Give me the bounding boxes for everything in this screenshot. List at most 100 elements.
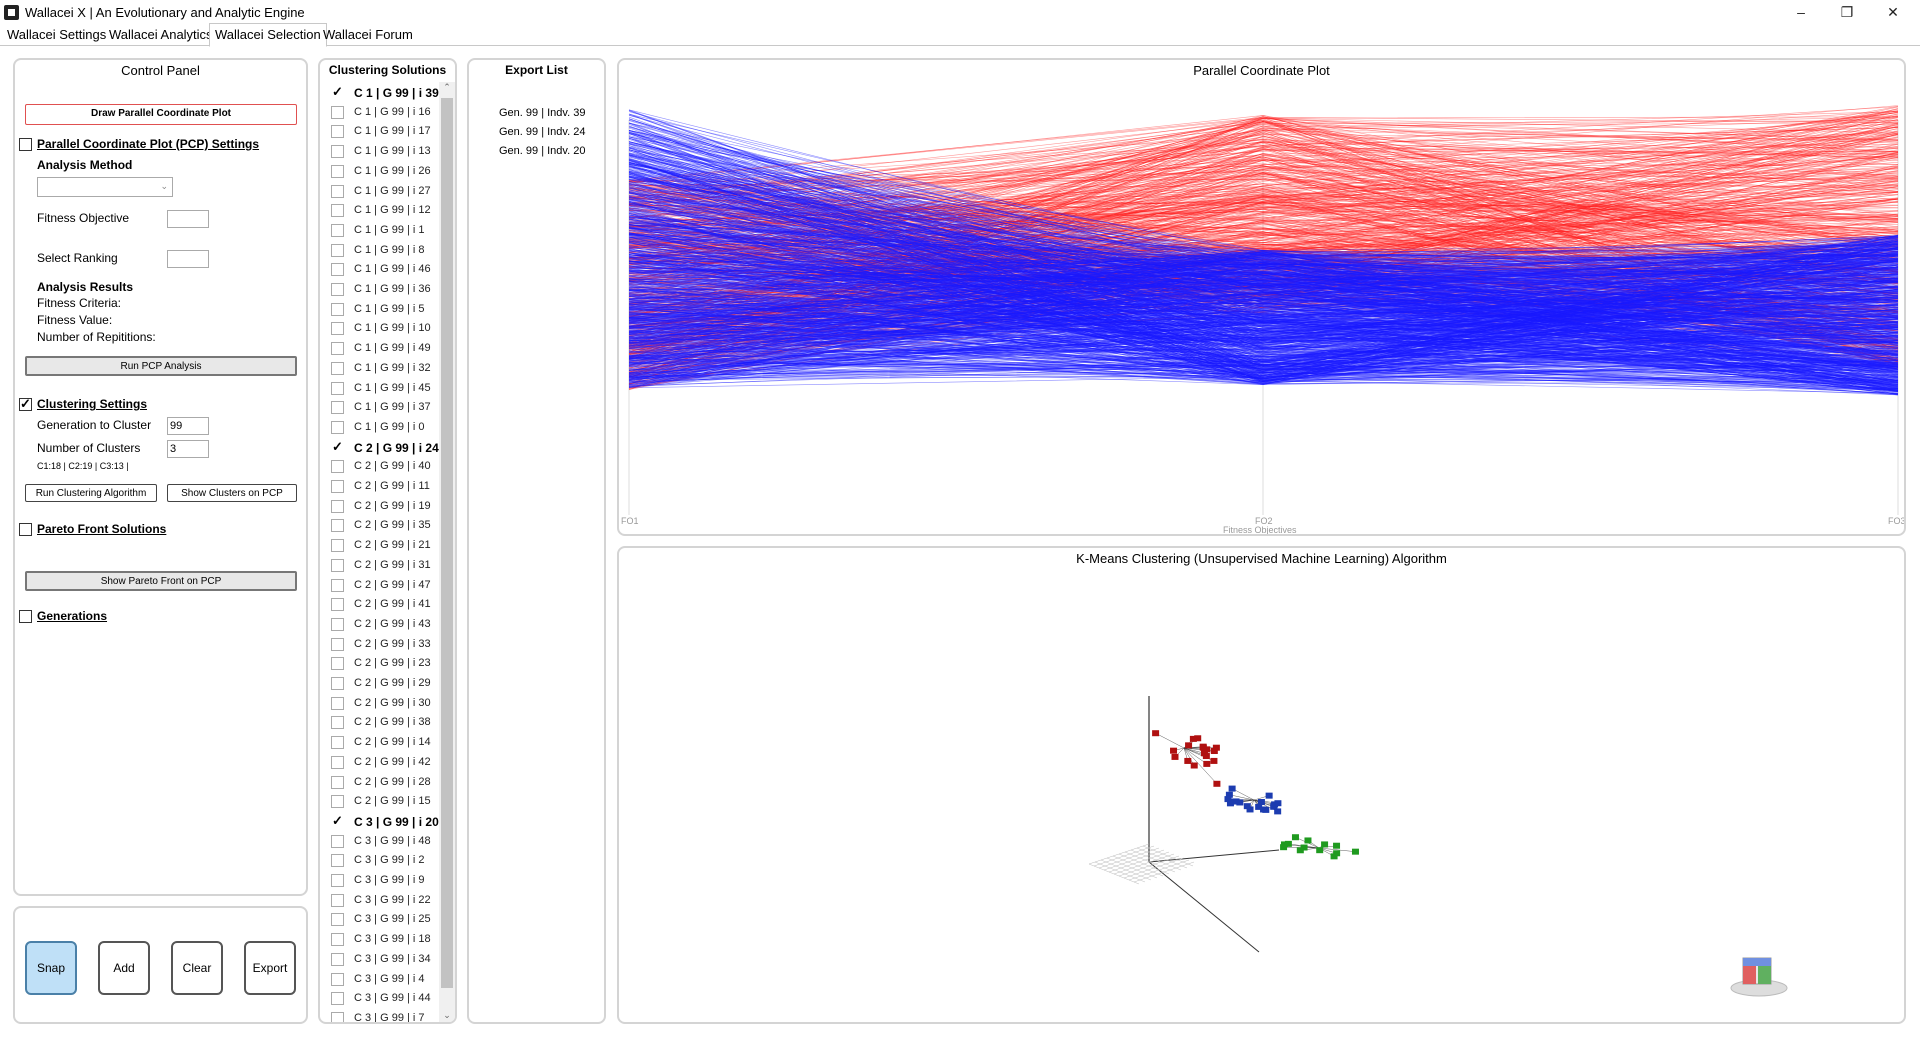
solution-item[interactable]: C 1 | G 99 | i 17 bbox=[324, 123, 452, 143]
draw-pcp-button[interactable]: Draw Parallel Coordinate Plot bbox=[25, 104, 297, 125]
pcp-settings-checkbox[interactable] bbox=[19, 138, 32, 151]
export-button[interactable]: Export bbox=[244, 941, 296, 995]
analysis-method-select[interactable]: ⌄ bbox=[37, 177, 173, 197]
solution-checkbox[interactable] bbox=[331, 795, 344, 809]
solution-item[interactable]: C 2 | G 99 | i 24 bbox=[324, 439, 452, 459]
solution-checkbox[interactable] bbox=[331, 1011, 344, 1022]
solution-item[interactable]: C 1 | G 99 | i 36 bbox=[324, 281, 452, 301]
solution-item[interactable]: C 1 | G 99 | i 12 bbox=[324, 202, 452, 222]
solution-item[interactable]: C 3 | G 99 | i 4 bbox=[324, 971, 452, 991]
solution-checkbox[interactable] bbox=[331, 775, 344, 789]
number-of-clusters-input[interactable]: 3 bbox=[167, 440, 209, 458]
solution-item[interactable]: C 2 | G 99 | i 43 bbox=[324, 616, 452, 636]
show-pareto-button[interactable]: Show Pareto Front on PCP bbox=[25, 571, 297, 591]
solution-item[interactable]: C 3 | G 99 | i 18 bbox=[324, 931, 452, 951]
solution-checkbox[interactable] bbox=[331, 164, 344, 178]
tab-wallacei-forum[interactable]: Wallacei Forum bbox=[323, 27, 413, 42]
solution-item[interactable]: C 1 | G 99 | i 32 bbox=[324, 360, 452, 380]
solution-checkbox[interactable] bbox=[331, 420, 344, 434]
snap-button[interactable]: Snap bbox=[25, 941, 77, 995]
solution-checkbox[interactable] bbox=[331, 381, 344, 395]
solution-item[interactable]: C 3 | G 99 | i 44 bbox=[324, 990, 452, 1010]
solution-item[interactable]: C 1 | G 99 | i 5 bbox=[324, 301, 452, 321]
solution-checkbox[interactable] bbox=[331, 184, 344, 198]
solution-checkbox[interactable] bbox=[331, 755, 344, 769]
solution-checkbox[interactable] bbox=[331, 204, 344, 218]
export-item[interactable]: Gen. 99 | Indv. 20 bbox=[499, 145, 586, 157]
solution-item[interactable]: C 2 | G 99 | i 38 bbox=[324, 714, 452, 734]
solution-item[interactable]: C 2 | G 99 | i 21 bbox=[324, 537, 452, 557]
solution-item[interactable]: C 1 | G 99 | i 49 bbox=[324, 340, 452, 360]
minimize-icon[interactable]: – bbox=[1797, 4, 1805, 20]
solution-checkbox[interactable] bbox=[331, 558, 344, 572]
solution-checkbox[interactable] bbox=[331, 813, 344, 829]
scrollbar-thumb[interactable] bbox=[441, 98, 453, 988]
solution-checkbox[interactable] bbox=[331, 854, 344, 868]
solution-checkbox[interactable] bbox=[331, 716, 344, 730]
generations-checkbox[interactable] bbox=[19, 610, 32, 623]
solution-item[interactable]: C 2 | G 99 | i 14 bbox=[324, 734, 452, 754]
pcp-chart[interactable]: FO1 FO2 FO3 Fitness Objectives bbox=[619, 60, 1904, 534]
solution-checkbox[interactable] bbox=[331, 499, 344, 513]
solution-checkbox[interactable] bbox=[331, 145, 344, 159]
solution-item[interactable]: C 3 | G 99 | i 2 bbox=[324, 852, 452, 872]
solution-checkbox[interactable] bbox=[331, 223, 344, 237]
solution-checkbox[interactable] bbox=[331, 578, 344, 592]
restore-icon[interactable]: ❐ bbox=[1840, 3, 1854, 20]
solution-checkbox[interactable] bbox=[331, 637, 344, 651]
solution-item[interactable]: C 2 | G 99 | i 47 bbox=[324, 577, 452, 597]
tab-wallacei-analytics[interactable]: Wallacei Analytics bbox=[109, 27, 213, 42]
solution-item[interactable]: C 2 | G 99 | i 31 bbox=[324, 557, 452, 577]
close-icon[interactable]: ✕ bbox=[1887, 3, 1899, 20]
solution-item[interactable]: C 2 | G 99 | i 15 bbox=[324, 793, 452, 813]
solution-checkbox[interactable] bbox=[331, 302, 344, 316]
tab-wallacei-selection[interactable]: Wallacei Selection bbox=[209, 23, 327, 47]
scroll-up-icon[interactable]: ⌃ bbox=[443, 82, 451, 92]
solution-item[interactable]: C 1 | G 99 | i 39 bbox=[324, 84, 452, 104]
navigation-cube-icon[interactable] bbox=[1730, 957, 1788, 997]
run-clustering-button[interactable]: Run Clustering Algorithm bbox=[25, 484, 157, 502]
solution-item[interactable]: C 1 | G 99 | i 16 bbox=[324, 104, 452, 124]
clear-button[interactable]: Clear bbox=[171, 941, 223, 995]
select-ranking-input[interactable] bbox=[167, 250, 209, 268]
solution-checkbox[interactable] bbox=[331, 677, 344, 690]
solution-item[interactable]: C 1 | G 99 | i 0 bbox=[324, 419, 452, 439]
run-pcp-analysis-button[interactable]: Run PCP Analysis bbox=[25, 356, 297, 376]
solution-checkbox[interactable] bbox=[331, 657, 344, 671]
solution-item[interactable]: C 1 | G 99 | i 8 bbox=[324, 242, 452, 262]
solution-checkbox[interactable] bbox=[331, 952, 344, 966]
solution-item[interactable]: C 3 | G 99 | i 22 bbox=[324, 892, 452, 912]
kmeans-3d-view[interactable] bbox=[619, 548, 1904, 1022]
solution-checkbox[interactable] bbox=[331, 913, 344, 927]
solution-checkbox[interactable] bbox=[331, 736, 344, 750]
solution-checkbox[interactable] bbox=[331, 283, 344, 296]
solution-checkbox[interactable] bbox=[331, 539, 344, 553]
solution-item[interactable]: C 1 | G 99 | i 13 bbox=[324, 143, 452, 163]
solution-checkbox[interactable] bbox=[331, 342, 344, 356]
solution-checkbox[interactable] bbox=[331, 972, 344, 986]
scroll-down-icon[interactable]: ⌄ bbox=[443, 1010, 451, 1020]
solution-item[interactable]: C 3 | G 99 | i 9 bbox=[324, 872, 452, 892]
solution-item[interactable]: C 1 | G 99 | i 10 bbox=[324, 320, 452, 340]
solution-checkbox[interactable] bbox=[331, 361, 344, 375]
solution-item[interactable]: C 1 | G 99 | i 26 bbox=[324, 163, 452, 183]
fitness-objective-input[interactable] bbox=[167, 210, 209, 228]
export-item[interactable]: Gen. 99 | Indv. 39 bbox=[499, 107, 586, 119]
solution-item[interactable]: C 3 | G 99 | i 34 bbox=[324, 951, 452, 971]
solution-checkbox[interactable] bbox=[331, 105, 344, 119]
solution-checkbox[interactable] bbox=[331, 696, 344, 710]
solution-checkbox[interactable] bbox=[331, 439, 344, 455]
solution-item[interactable]: C 3 | G 99 | i 7 bbox=[324, 1010, 452, 1022]
pareto-front-checkbox[interactable] bbox=[19, 523, 32, 536]
clustering-settings-checkbox[interactable] bbox=[19, 396, 32, 412]
solution-item[interactable]: C 1 | G 99 | i 37 bbox=[324, 399, 452, 419]
solution-item[interactable]: C 2 | G 99 | i 29 bbox=[324, 675, 452, 695]
solution-checkbox[interactable] bbox=[331, 617, 344, 631]
solution-checkbox[interactable] bbox=[331, 480, 344, 493]
solution-item[interactable]: C 2 | G 99 | i 11 bbox=[324, 478, 452, 498]
solution-checkbox[interactable] bbox=[331, 834, 344, 848]
solution-checkbox[interactable] bbox=[331, 933, 344, 947]
solution-item[interactable]: C 2 | G 99 | i 41 bbox=[324, 596, 452, 616]
export-item[interactable]: Gen. 99 | Indv. 24 bbox=[499, 126, 586, 138]
solution-checkbox[interactable] bbox=[331, 874, 344, 887]
